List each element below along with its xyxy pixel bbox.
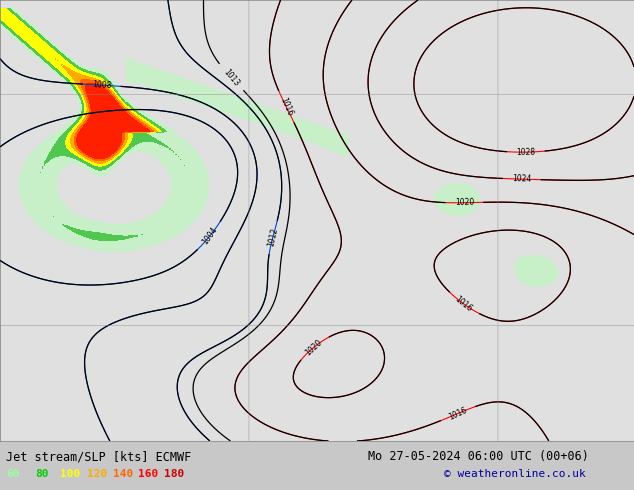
Text: Mo 27-05-2024 06:00 UTC (00+06): Mo 27-05-2024 06:00 UTC (00+06) [368,450,588,463]
Text: 160: 160 [138,469,158,479]
Text: 1028: 1028 [516,147,536,157]
Text: 1016: 1016 [448,405,469,421]
Text: 140: 140 [113,469,133,479]
Text: 1013: 1013 [221,67,241,88]
Text: 1012: 1012 [266,227,280,248]
Text: 1016: 1016 [453,294,474,314]
Text: 120: 120 [87,469,108,479]
Text: 1020: 1020 [455,198,474,207]
Text: 1008: 1008 [92,80,112,90]
Text: 1016: 1016 [278,96,294,118]
Text: 100: 100 [60,469,81,479]
Text: 1024: 1024 [512,174,531,184]
Text: 80: 80 [35,469,48,479]
Text: 1004: 1004 [200,225,219,246]
Text: 180: 180 [164,469,184,479]
Text: Jet stream/SLP [kts] ECMWF: Jet stream/SLP [kts] ECMWF [6,450,191,463]
Text: 1020: 1020 [304,338,324,357]
Text: © weatheronline.co.uk: © weatheronline.co.uk [444,469,586,479]
Text: 60: 60 [6,469,20,479]
